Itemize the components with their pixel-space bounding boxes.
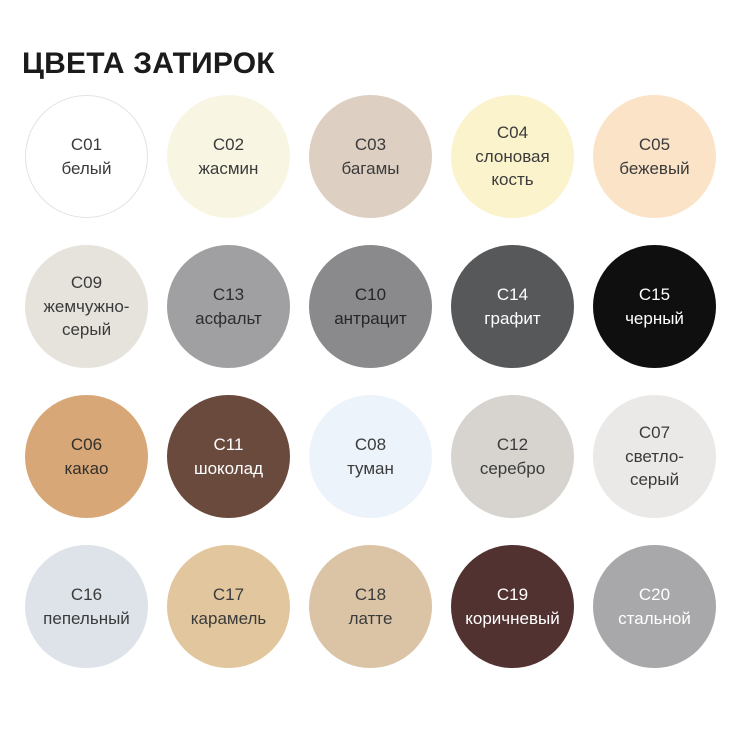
swatch-label: пепельный xyxy=(43,608,130,628)
swatch-code: C04 xyxy=(496,123,529,143)
swatch-label: серебро xyxy=(479,458,546,478)
swatch-c04: C04 слоновая кость xyxy=(451,95,574,218)
swatch-c09: C09 жемчужно-серый xyxy=(25,245,148,368)
swatch-c17: C17 карамель xyxy=(167,545,290,668)
swatch-label: светло-серый xyxy=(625,446,684,490)
swatch-code: C17 xyxy=(212,585,245,605)
swatch-label: туман xyxy=(347,458,394,478)
swatch-label: латте xyxy=(348,608,393,628)
swatch-code: C13 xyxy=(212,285,245,305)
swatch-code: C05 xyxy=(638,135,671,155)
swatch-code: C20 xyxy=(638,585,671,605)
swatch-c06: C06 какао xyxy=(25,395,148,518)
swatch-c19: C19 коричневый xyxy=(451,545,574,668)
swatch-label: асфальт xyxy=(195,308,262,328)
swatch-code: C10 xyxy=(354,285,387,305)
swatch-label: жемчужно-серый xyxy=(43,296,130,340)
swatch-c07: C07 светло-серый xyxy=(593,395,716,518)
swatch-code: C08 xyxy=(354,435,387,455)
swatch-label: антрацит xyxy=(334,308,407,328)
swatch-code: C06 xyxy=(70,435,103,455)
swatch-label: коричневый xyxy=(465,608,560,628)
page-title: ЦВЕТА ЗАТИРОК xyxy=(22,47,275,81)
swatch-code: C18 xyxy=(354,585,387,605)
swatch-label: бежевый xyxy=(619,158,690,178)
swatch-code: C02 xyxy=(212,135,245,155)
swatch-code: C19 xyxy=(496,585,529,605)
swatch-c08: C08 туман xyxy=(309,395,432,518)
swatch-c16: C16 пепельный xyxy=(25,545,148,668)
swatch-c01: C01 белый xyxy=(25,95,148,218)
swatch-code: C09 xyxy=(70,273,103,293)
swatch-label: какао xyxy=(64,458,109,478)
swatch-code: C15 xyxy=(638,285,671,305)
swatch-c20: C20 стальной xyxy=(593,545,716,668)
swatch-label: графит xyxy=(484,308,541,328)
swatch-label: черный xyxy=(625,308,684,328)
swatch-label: жасмин xyxy=(198,158,259,178)
swatch-code: C07 xyxy=(638,423,671,443)
swatch-code: C12 xyxy=(496,435,529,455)
swatch-c12: C12 серебро xyxy=(451,395,574,518)
swatch-label: белый xyxy=(61,158,112,178)
swatch-code: C03 xyxy=(354,135,387,155)
swatch-code: C14 xyxy=(496,285,529,305)
swatch-c05: C05 бежевый xyxy=(593,95,716,218)
swatch-c13: C13 асфальт xyxy=(167,245,290,368)
swatch-code: C01 xyxy=(70,135,103,155)
swatch-code: C11 xyxy=(213,435,244,455)
swatch-c03: C03 багамы xyxy=(309,95,432,218)
swatch-c14: C14 графит xyxy=(451,245,574,368)
grout-color-grid: C01 белый C02 жасмин C03 багамы C04 слон… xyxy=(25,95,716,668)
swatch-label: карамель xyxy=(190,608,267,628)
swatch-label: слоновая кость xyxy=(475,146,550,190)
swatch-c15: C15 черный xyxy=(593,245,716,368)
swatch-label: багамы xyxy=(341,158,400,178)
swatch-code: C16 xyxy=(70,585,103,605)
swatch-c02: C02 жасмин xyxy=(167,95,290,218)
swatch-label: шоколад xyxy=(193,458,264,478)
swatch-c18: C18 латте xyxy=(309,545,432,668)
swatch-c10: C10 антрацит xyxy=(309,245,432,368)
swatch-c11: C11 шоколад xyxy=(167,395,290,518)
swatch-label: стальной xyxy=(618,608,691,628)
